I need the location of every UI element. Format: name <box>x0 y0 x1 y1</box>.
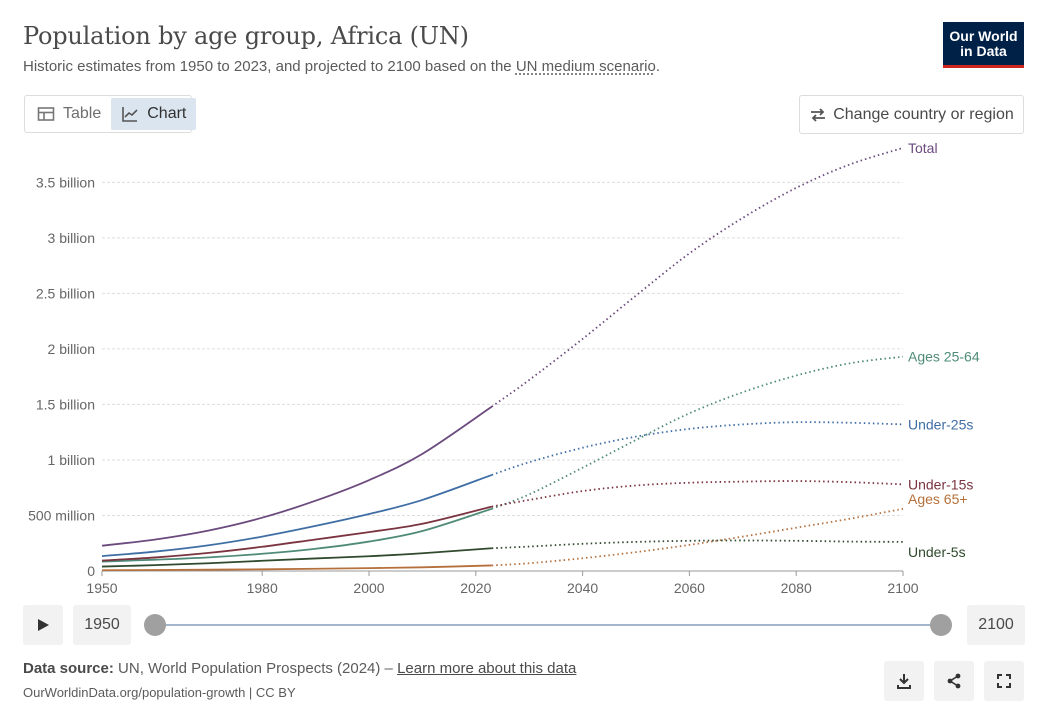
timeline-start-year[interactable]: 1950 <box>73 605 131 645</box>
series-line-under-15s-historic <box>101 505 493 562</box>
y-axis-ticks: 0 500 million 1 billion 1.5 billion 2 billio… <box>28 174 95 579</box>
chart-subtitle: Historic estimates from 1950 to 2023, an… <box>23 58 660 75</box>
y-tick-label: 1.5 billion <box>36 396 95 412</box>
view-tabs: Table Chart <box>24 95 197 133</box>
credit-line: OurWorldinData.org/population-growth | C… <box>23 685 296 700</box>
series-line-ages-65-projected <box>491 507 904 567</box>
source-label: Data source: <box>23 660 114 677</box>
tab-chart-label: Chart <box>147 105 187 122</box>
owid-logo[interactable]: Our World in Data <box>943 22 1024 68</box>
y-tick-label: 500 million <box>28 507 95 523</box>
series-line-under-25s-projected <box>491 421 904 476</box>
timeline-end-handle[interactable] <box>930 614 952 636</box>
series-label-under-25s: Under-25s <box>908 416 973 432</box>
series-line-ages-65-historic <box>101 564 492 572</box>
y-tick-label: 3 billion <box>48 230 95 246</box>
series-line-total-historic <box>101 405 493 547</box>
fullscreen-icon <box>997 674 1011 688</box>
tab-table-label: Table <box>63 105 102 122</box>
source-text: UN, World Population Prospects (2024) – <box>113 660 398 677</box>
chart-title: Population by age group, Africa (UN) <box>23 22 469 50</box>
series-label-ages-65: Ages 65+ <box>908 491 968 507</box>
series-label-under-5s: Under-5s <box>908 544 966 560</box>
y-tick-label: 3.5 billion <box>36 174 95 190</box>
share-icon <box>947 673 961 689</box>
x-tick-label: 1950 <box>86 580 117 596</box>
logo-line-2: in Data <box>960 43 1007 59</box>
timeline-end-year[interactable]: 2100 <box>967 605 1025 645</box>
download-icon <box>897 674 911 689</box>
series-lines <box>101 147 904 572</box>
x-tick-label: 1980 <box>247 580 278 596</box>
series-line-total-projected <box>491 147 904 408</box>
data-source: Data source: UN, World Population Prospe… <box>23 660 576 677</box>
play-icon <box>38 619 49 631</box>
x-tick-label: 2100 <box>887 580 918 596</box>
x-tick-label: 2080 <box>781 580 812 596</box>
tab-table[interactable]: Table <box>27 98 111 130</box>
line-chart-icon <box>122 107 138 122</box>
x-axis: 1950 1980 2000 2020 2040 2060 2080 2100 <box>86 570 919 596</box>
y-tick-label: 2 billion <box>48 341 95 357</box>
x-tick-label: 2000 <box>353 580 384 596</box>
learn-more-link[interactable]: Learn more about this data <box>397 660 577 677</box>
y-tick-label: 0 <box>87 563 95 579</box>
x-tick-label: 2040 <box>567 580 598 596</box>
x-tick-label: 2020 <box>460 580 491 596</box>
series-label-under-15s: Under-15s <box>908 476 973 492</box>
play-button[interactable] <box>23 605 63 645</box>
series-line-ages-25-64-historic <box>101 507 493 563</box>
download-button[interactable] <box>884 661 924 701</box>
line-chart: 0 500 million 1 billion 1.5 billion 2 billio… <box>28 140 980 596</box>
series-line-under-5s-projected <box>491 539 904 550</box>
series-line-under-15s-projected <box>491 480 904 508</box>
timeline-track[interactable] <box>155 624 941 626</box>
logo-line-1: Our World <box>949 28 1018 44</box>
fullscreen-button[interactable] <box>984 661 1024 701</box>
share-button[interactable] <box>934 661 974 701</box>
swap-arrows-icon <box>811 107 826 122</box>
series-label-total: Total <box>908 140 938 156</box>
series-line-under-5s-historic <box>101 547 492 568</box>
table-icon <box>37 107 55 121</box>
change-country-label: Change country or region <box>833 105 1014 123</box>
grid-lines <box>102 181 903 516</box>
y-tick-label: 2.5 billion <box>36 285 95 301</box>
series-line-ages-25-64-projected <box>491 355 904 510</box>
change-country-button[interactable]: Change country or region <box>799 95 1024 134</box>
timeline-start-handle[interactable] <box>144 614 166 636</box>
series-label-ages-25-64: Ages 25-64 <box>908 349 980 365</box>
tab-chart[interactable]: Chart <box>111 98 197 130</box>
subtitle-suffix: . <box>655 58 661 75</box>
scenario-link[interactable]: UN medium scenario <box>515 58 656 75</box>
series-line-under-25s-historic <box>101 474 493 558</box>
subtitle-text: Historic estimates from 1950 to 2023, an… <box>23 58 516 75</box>
y-tick-label: 1 billion <box>48 452 95 468</box>
x-tick-label: 2060 <box>674 580 705 596</box>
